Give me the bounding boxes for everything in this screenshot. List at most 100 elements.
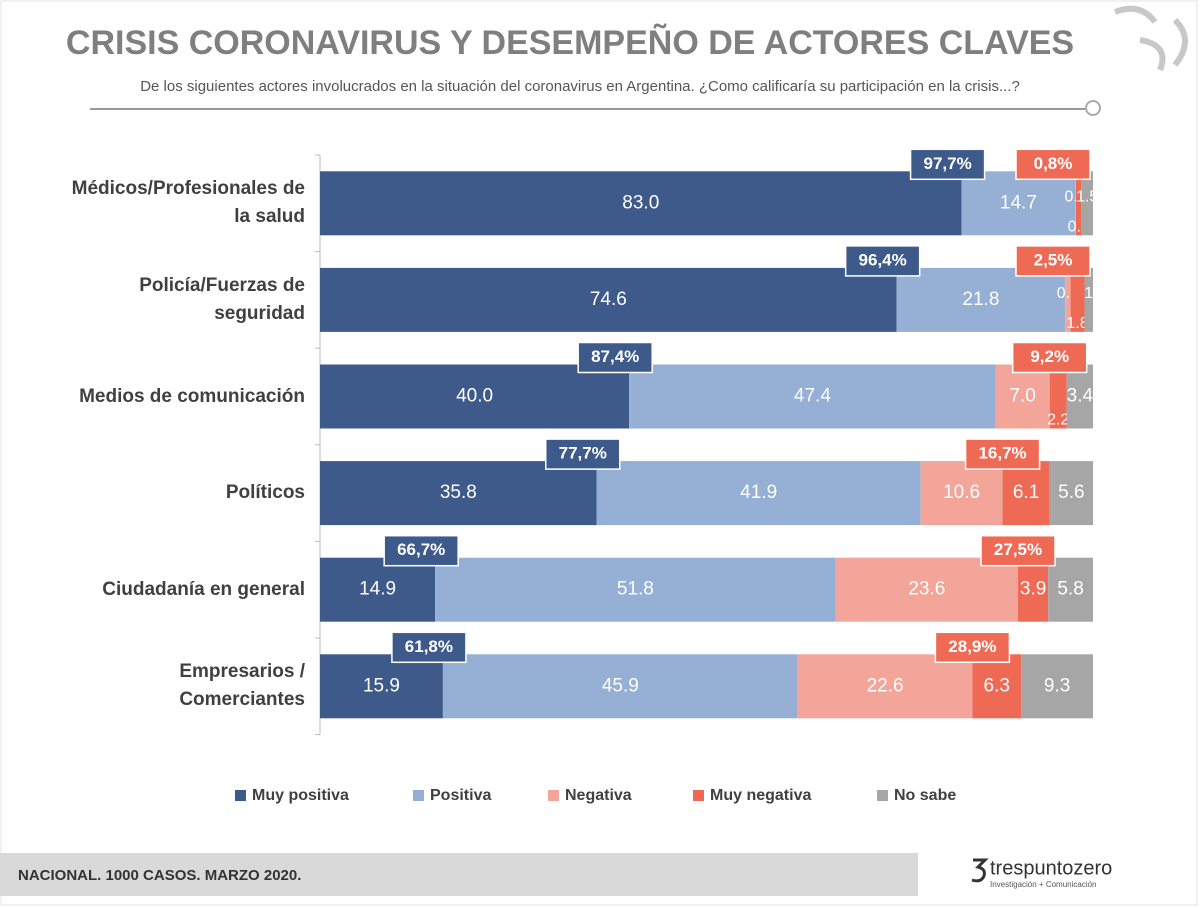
negative-total-box xyxy=(980,534,1056,567)
negative-total-box xyxy=(934,631,1011,664)
footer-note: NACIONAL. 1000 CASOS. MARZO 2020. xyxy=(18,867,301,884)
value-label: 21.8 xyxy=(962,289,999,310)
bar-segment xyxy=(961,171,1076,236)
legend-swatch xyxy=(548,790,559,801)
positive-total-box xyxy=(577,341,653,374)
value-label: 1.8 xyxy=(1066,315,1088,332)
bar-segment xyxy=(1075,171,1082,236)
category-label: Ciudadanía en general xyxy=(102,578,305,600)
bar-segment xyxy=(629,364,996,429)
negative-total-box xyxy=(1011,341,1088,374)
decor xyxy=(1085,100,1101,116)
value-label: 1.5 xyxy=(1076,189,1098,206)
bar-segment xyxy=(1066,364,1093,429)
bar-segment xyxy=(1065,267,1071,332)
category-label: Políticos xyxy=(225,482,305,504)
positive-total-box-label: 66,7% xyxy=(397,540,445,559)
positive-total-box-label: 77,7% xyxy=(559,444,607,463)
value-label: 74.6 xyxy=(590,289,627,310)
value-label: 41.9 xyxy=(740,482,777,503)
bar-segment xyxy=(1018,557,1049,622)
legend-label: Positiva xyxy=(430,787,491,804)
bar-segment xyxy=(320,364,630,429)
value-label: 23.6 xyxy=(908,579,945,600)
bar-segment xyxy=(896,267,1066,332)
positive-total-box xyxy=(544,438,621,470)
value-label: 45.9 xyxy=(602,675,639,696)
bar-segment xyxy=(797,654,973,719)
value-label: 10.6 xyxy=(943,482,980,503)
bar-segment xyxy=(1070,267,1085,332)
value-label: 7.0 xyxy=(1009,386,1035,407)
bar-segment xyxy=(995,364,1050,429)
footer-band xyxy=(0,853,918,896)
value-label: 2.2 xyxy=(1047,412,1069,429)
value-label: 35.8 xyxy=(440,482,477,503)
bar-segment xyxy=(320,267,897,332)
positive-total-box-label: 97,7% xyxy=(923,154,971,173)
bar-segment xyxy=(1049,461,1093,526)
value-label: 14.7 xyxy=(1000,192,1037,213)
value-label: 83.0 xyxy=(622,192,659,213)
bar-segment xyxy=(1048,557,1093,622)
legend-label: No sabe xyxy=(894,787,956,804)
bar-segment xyxy=(596,461,921,526)
bar-segment xyxy=(320,654,443,719)
category-label: Empresarios / Comerciantes xyxy=(179,661,305,711)
legend-swatch xyxy=(693,790,704,801)
value-label: 51.8 xyxy=(617,579,654,600)
negative-total-box xyxy=(1015,148,1091,181)
bar-segment xyxy=(1049,364,1067,429)
value-label: 6.3 xyxy=(984,675,1010,696)
bar-segment xyxy=(835,557,1019,622)
negative-total-box xyxy=(964,438,1041,470)
positive-total-box-label: 96,4% xyxy=(859,250,907,269)
legend-label: Muy positiva xyxy=(252,787,349,804)
negative-total-box-label: 27,5% xyxy=(994,540,1042,559)
category-label: Policía/Fuerzas de seguridad xyxy=(139,274,305,324)
bar-segment xyxy=(1075,171,1076,236)
bar-segment xyxy=(1081,171,1093,236)
negative-total-box-label: 9,2% xyxy=(1030,347,1069,366)
negative-total-box-label: 0,8% xyxy=(1034,154,1073,173)
value-label: 3.4 xyxy=(1067,386,1094,407)
value-label: 9.3 xyxy=(1044,675,1070,696)
bar-segment xyxy=(920,461,1003,526)
bar-segment xyxy=(320,557,436,622)
negative-total-box xyxy=(1015,245,1091,277)
category-label: Medios de comunicación xyxy=(79,385,305,407)
decor xyxy=(1113,5,1188,72)
bar-segment xyxy=(320,461,597,526)
legend-label: Muy negativa xyxy=(710,787,811,804)
value-label: 3.9 xyxy=(1020,579,1046,600)
category-label: Médicos/Profesionales de la salud xyxy=(71,178,305,228)
legend-swatch xyxy=(235,790,246,801)
positive-total-box-label: 61,8% xyxy=(405,637,453,656)
brand: trespuntozero xyxy=(990,857,1112,879)
value-label: 5.6 xyxy=(1058,482,1084,503)
bar-segment xyxy=(1021,654,1093,719)
bar-segment xyxy=(1084,267,1093,332)
bar-segment xyxy=(1002,461,1050,526)
legend-label: Negativa xyxy=(565,787,632,804)
positive-total-box-label: 87,4% xyxy=(591,347,639,366)
value-label: 1 xyxy=(1084,285,1093,302)
negative-total-box-label: 28,9% xyxy=(948,637,996,656)
value-label: 14.9 xyxy=(359,579,396,600)
logo-mark xyxy=(971,858,989,883)
value-label: 6.1 xyxy=(1013,482,1039,503)
positive-total-box xyxy=(383,534,459,567)
subtitle: De los siguientes actores involucrados e… xyxy=(140,78,1020,95)
value-label: 5.8 xyxy=(1057,579,1083,600)
bar-segment xyxy=(320,171,962,236)
positive-total-box xyxy=(391,631,467,664)
bar-segment xyxy=(442,654,798,719)
value-label: 15.9 xyxy=(363,675,400,696)
bar-segment xyxy=(972,654,1022,719)
value-label: 40.0 xyxy=(456,386,493,407)
title: CRISIS CORONAVIRUS Y DESEMPEÑO DE ACTORE… xyxy=(66,24,1074,62)
positive-total-box xyxy=(909,148,986,181)
